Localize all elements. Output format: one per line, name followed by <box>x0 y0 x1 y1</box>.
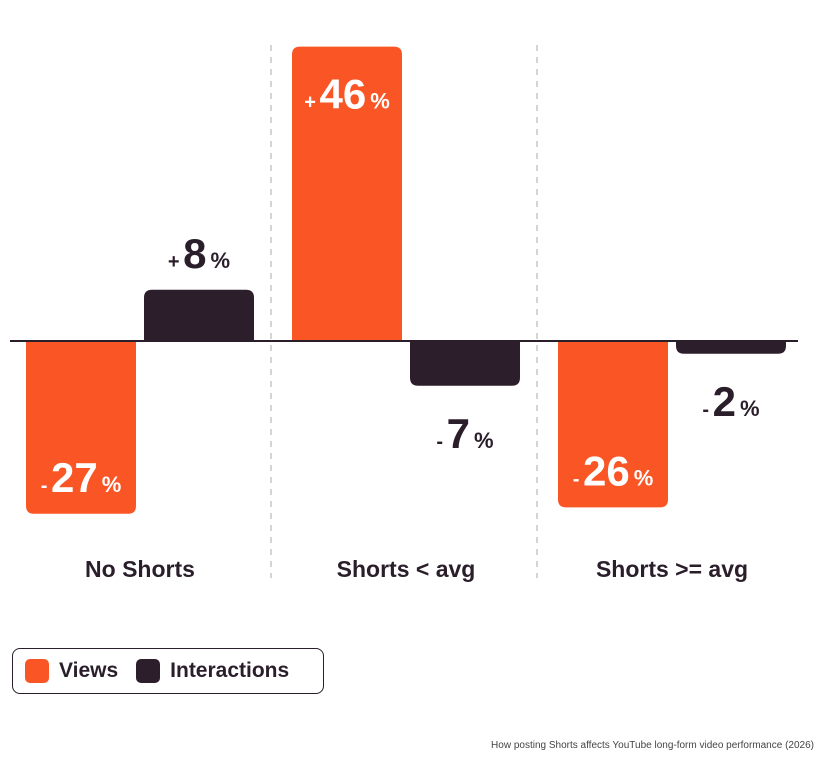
legend-item-views: Views <box>25 659 118 683</box>
bar-views-2 <box>292 46 402 341</box>
bar-chart: - 27 % + 8 % No Shorts + 46 % - 7 % Shorts < avg -… <box>10 45 798 582</box>
data-label-views-2: + 46% <box>304 71 390 118</box>
data-label-views-1: - 27% <box>41 454 122 501</box>
legend-swatch-interactions <box>136 659 161 683</box>
legend-item-interactions: Interactions <box>136 659 289 683</box>
bar-views-1 <box>26 341 136 514</box>
bar-views-3 <box>558 341 668 508</box>
chart-caption: How posting Shorts affects YouTube long-… <box>491 740 814 751</box>
data-label-interactions-3: - 2% <box>702 378 759 425</box>
legend: Views Interactions <box>12 648 324 694</box>
legend-label-views: Views <box>59 659 119 682</box>
category-label-1: No Shorts <box>85 556 195 582</box>
data-label-interactions-1: + 8% <box>168 230 230 277</box>
data-label-views-3: - 26% <box>573 447 654 494</box>
data-label-interactions-2: - 7% <box>436 410 493 457</box>
category-label-3: Shorts >= avg <box>596 556 748 582</box>
legend-swatch-views <box>25 659 49 683</box>
bar-interactions-2 <box>410 341 520 386</box>
bar-interactions-3 <box>676 341 786 354</box>
legend-label-interactions: Interactions <box>170 659 290 682</box>
category-label-2: Shorts < avg <box>337 556 476 582</box>
bar-interactions-1 <box>144 289 254 341</box>
